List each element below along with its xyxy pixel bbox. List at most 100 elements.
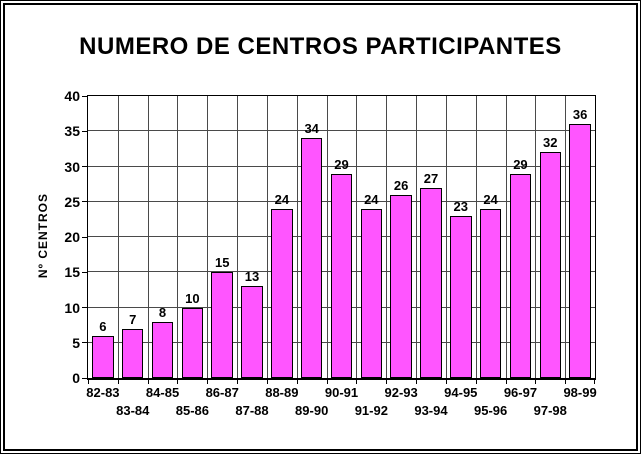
x-tick-label: 92-93: [384, 385, 418, 400]
bar-88-89: [271, 208, 293, 378]
v-gridline: [207, 96, 208, 378]
chart-title: NUMERO DE CENTROS PARTICIPANTES: [79, 33, 562, 60]
chart-inner-frame: NUMERO DE CENTROS PARTICIPANTES Nº CENTR…: [3, 3, 638, 451]
bar-value-label: 29: [513, 156, 528, 172]
x-axis-tick: [327, 378, 328, 384]
x-axis-tick: [356, 378, 357, 384]
x-axis-tick: [207, 378, 208, 384]
bar-value-label: 24: [364, 191, 379, 207]
v-gridline: [267, 96, 268, 378]
v-gridline: [148, 96, 149, 378]
y-axis-tick: [82, 342, 87, 344]
bar-92-93: [390, 194, 412, 378]
y-tick-label: 35: [64, 123, 80, 140]
bar-value-label: 7: [129, 311, 137, 327]
y-tick-label: 40: [64, 88, 80, 104]
v-gridline: [506, 96, 507, 378]
v-gridline: [476, 96, 477, 378]
bar-90-91: [330, 173, 353, 378]
bar-89-90: [300, 138, 323, 378]
bar-value-label: 24: [274, 191, 290, 207]
v-gridline: [297, 96, 298, 378]
y-tick-label: 10: [64, 299, 80, 316]
y-axis-tick: [82, 166, 87, 167]
v-gridline: [416, 96, 417, 378]
y-tick-label: 25: [64, 193, 80, 210]
bar-value-label: 13: [244, 269, 260, 285]
bar-86-87: [211, 272, 233, 378]
x-tick-label: 89-90: [295, 403, 329, 418]
y-axis-tick: [82, 377, 87, 379]
x-tick-label: 91-92: [354, 403, 388, 418]
x-axis-tick: [148, 378, 149, 384]
bar-value-label: 32: [543, 135, 558, 151]
bar-91-92: [360, 208, 383, 378]
y-tick-label: 30: [64, 158, 80, 175]
x-tick-label: 95-96: [473, 403, 508, 418]
x-axis-tick: [386, 378, 387, 384]
x-axis-tick: [594, 378, 595, 384]
x-tick-label: 86-87: [205, 385, 239, 400]
bar-value-label: 24: [483, 191, 498, 207]
bar-87-88: [241, 286, 263, 378]
x-axis-tick: [416, 378, 417, 384]
bar-value-label: 8: [158, 304, 167, 320]
v-gridline: [535, 96, 536, 378]
bar-82-83: [92, 335, 114, 378]
x-tick-label: 93-94: [414, 403, 448, 418]
h-gridline: [88, 130, 595, 132]
bar-94-95: [450, 215, 472, 378]
bar-value-label: 27: [423, 170, 439, 186]
bar-85-86: [181, 307, 204, 378]
x-axis-tick: [267, 378, 268, 384]
bar-value-label: 34: [304, 121, 319, 137]
x-axis-tick: [237, 378, 238, 384]
y-axis-tick: [82, 236, 87, 238]
bar-83-84: [121, 328, 144, 378]
x-tick-label: 96-97: [503, 385, 538, 400]
x-axis-tick: [535, 378, 536, 384]
plot-area: 0 5 10 15 20 25 30 35 40 6 7 8 10 15 13 24 34 29 24 26 27 23 2…: [64, 88, 596, 418]
x-tick-label: 85-86: [175, 403, 209, 418]
v-gridline: [118, 96, 119, 378]
x-tick-label: 97-98: [533, 403, 567, 418]
x-tick-label: 83-84: [116, 403, 150, 418]
h-gridline: [88, 165, 595, 167]
v-gridline: [446, 96, 447, 378]
x-tick-label: 84-85: [145, 385, 180, 400]
bar-value-label: 26: [393, 177, 409, 193]
v-gridline: [237, 96, 238, 378]
v-gridline: [356, 96, 357, 378]
y-tick-label: 15: [64, 264, 80, 281]
x-axis-tick: [506, 378, 507, 384]
y-axis-tick: [82, 271, 87, 273]
v-gridline: [327, 96, 328, 378]
bar-84-85: [151, 321, 174, 378]
x-tick-label: 94-95: [444, 385, 478, 400]
bar-value-label: 29: [334, 156, 349, 172]
x-axis-tick: [297, 378, 298, 384]
v-gridline: [386, 96, 387, 378]
y-tick-label: 0: [72, 370, 80, 386]
bar-value-label: 10: [185, 290, 200, 306]
bar-value-label: 23: [453, 198, 469, 214]
v-gridline: [565, 96, 566, 378]
y-axis-tick: [82, 95, 87, 97]
x-axis-tick: [476, 378, 477, 384]
y-axis-title: Nº CENTROS: [33, 95, 53, 377]
bar-value-label: 6: [99, 318, 107, 334]
x-tick-label: 87-88: [235, 403, 269, 418]
y-axis-tick: [82, 201, 87, 203]
x-axis-tick: [446, 378, 447, 384]
x-axis-tick: [88, 378, 89, 384]
bar-96-97: [509, 173, 532, 378]
y-tick-label: 20: [64, 229, 80, 245]
v-gridline: [177, 96, 178, 378]
y-axis-tick: [82, 307, 87, 308]
bar-value-label: 36: [572, 107, 588, 123]
x-tick-label: 88-89: [265, 385, 299, 400]
y-axis-tick: [82, 130, 87, 132]
x-axis-tick: [177, 378, 178, 384]
x-axis-tick: [565, 378, 566, 384]
